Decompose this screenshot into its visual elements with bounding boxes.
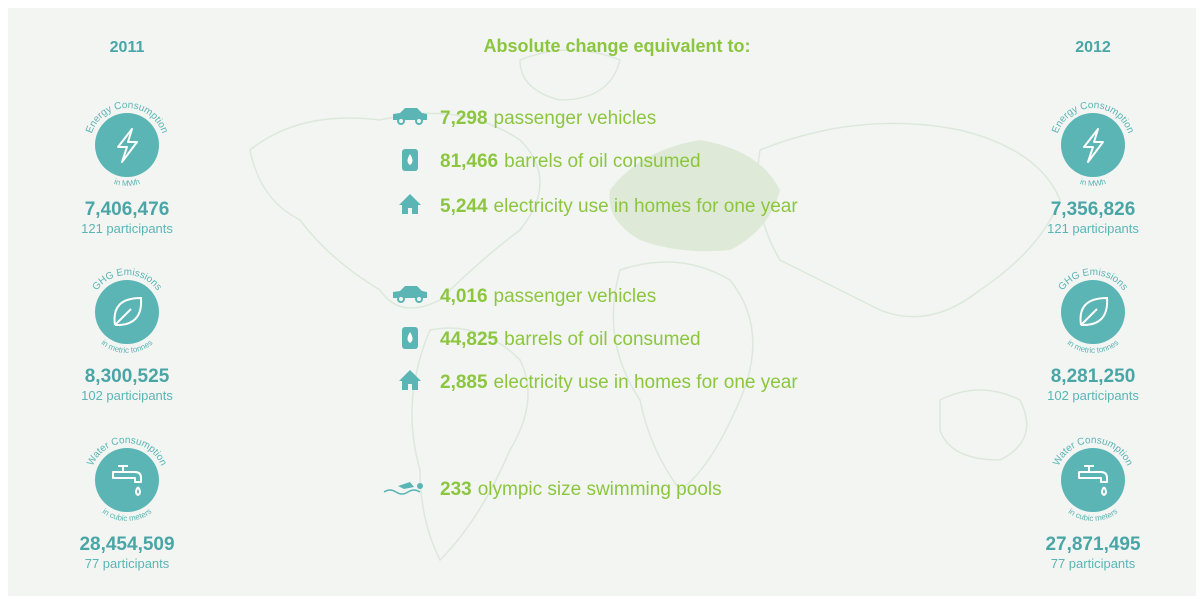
metric-circle bbox=[95, 448, 159, 512]
equivalent-label: passenger vehicles bbox=[494, 286, 657, 307]
equivalent-text: 233 olympic size swimming pools bbox=[440, 479, 722, 500]
map-south-america bbox=[411, 327, 529, 562]
icon-faucet bbox=[112, 465, 142, 496]
metric-circle bbox=[1061, 448, 1125, 512]
equivalent-row: 7,298 passenger vehicles bbox=[393, 108, 656, 129]
world-map bbox=[249, 49, 1061, 562]
equivalent-value: 44,825 bbox=[440, 329, 499, 350]
equivalent-text: 5,244 electricity use in homes for one ye… bbox=[440, 196, 798, 217]
map-africa bbox=[612, 261, 754, 492]
equivalent-value: 5,244 bbox=[440, 196, 488, 217]
icon-leaf bbox=[1079, 296, 1109, 327]
year-left: 2011 bbox=[110, 39, 145, 56]
equivalent-text: 7,298 passenger vehicles bbox=[440, 108, 656, 129]
metric-value: 8,300,525 bbox=[85, 366, 170, 387]
metric-participants: 102 participants bbox=[1047, 388, 1139, 403]
title: Absolute change equivalent to: bbox=[483, 36, 750, 56]
equivalent-text: 81,466 barrels of oil consumed bbox=[440, 151, 701, 172]
icon-car-wheel bbox=[397, 117, 405, 125]
icon-leaf bbox=[113, 296, 143, 327]
equivalent-text: 44,825 barrels of oil consumed bbox=[440, 329, 701, 350]
equivalent-label: electricity use in homes for one year bbox=[494, 372, 799, 393]
metric-value: 28,454,509 bbox=[79, 534, 174, 555]
metric-participants: 121 participants bbox=[1047, 221, 1139, 236]
metric-value: 7,356,826 bbox=[1051, 199, 1136, 220]
metric-participants: 121 participants bbox=[81, 221, 173, 236]
icon-faucet bbox=[1078, 465, 1108, 496]
icon-water bbox=[383, 489, 421, 495]
equivalent-value: 233 bbox=[440, 479, 472, 500]
metric-participants: 77 participants bbox=[1051, 556, 1136, 571]
map-asia bbox=[756, 122, 1061, 318]
equivalent-text: 2,885 electricity use in homes for one ye… bbox=[440, 372, 798, 393]
icon-car bbox=[393, 286, 427, 298]
metric-participants: 102 participants bbox=[81, 388, 173, 403]
equivalent-value: 4,016 bbox=[440, 286, 488, 307]
equivalent-row: 5,244 electricity use in homes for one ye… bbox=[399, 194, 798, 217]
icon-house bbox=[399, 370, 421, 390]
equivalent-value: 81,466 bbox=[440, 151, 498, 172]
equivalent-row: 44,825 barrels of oil consumed bbox=[402, 327, 701, 350]
map-greenland bbox=[519, 49, 621, 101]
icon-swimmer-head bbox=[417, 483, 423, 489]
icon-lightning bbox=[1083, 128, 1104, 163]
equivalent-label: barrels of oil consumed bbox=[504, 151, 700, 172]
map-australia bbox=[939, 389, 1028, 461]
icon-house bbox=[399, 194, 421, 214]
metric-value: 7,406,476 bbox=[85, 199, 170, 220]
icon-drop bbox=[407, 154, 413, 165]
equivalent-label: barrels of oil consumed bbox=[504, 329, 700, 350]
icon-swimmer bbox=[398, 482, 414, 489]
equivalent-text: 4,016 passenger vehicles bbox=[440, 286, 656, 307]
equivalent-label: electricity use in homes for one year bbox=[494, 196, 799, 217]
equivalent-value: 7,298 bbox=[440, 108, 488, 129]
equivalent-row: 233 olympic size swimming pools bbox=[383, 479, 722, 500]
icon-car-wheel bbox=[415, 295, 423, 303]
icon-lightning bbox=[117, 128, 138, 163]
metric-unit: in MWh bbox=[1079, 177, 1107, 188]
icon-drop bbox=[407, 332, 413, 343]
metric-participants: 77 participants bbox=[85, 556, 170, 571]
map-europe-highlight bbox=[609, 140, 780, 252]
equivalent-row: 81,466 barrels of oil consumed bbox=[402, 149, 701, 172]
equivalent-label: olympic size swimming pools bbox=[478, 479, 722, 500]
metric-unit: in MWh bbox=[113, 177, 141, 188]
equivalent-value: 2,885 bbox=[440, 372, 488, 393]
metric-unit-path: in MWh bbox=[113, 177, 141, 188]
metric-unit-path: in MWh bbox=[1079, 177, 1107, 188]
metric-value: 8,281,250 bbox=[1051, 366, 1136, 387]
map-north-america bbox=[249, 112, 541, 309]
year-right: 2012 bbox=[1075, 39, 1111, 56]
metric-value: 27,871,495 bbox=[1045, 534, 1141, 555]
equivalent-row: 4,016 passenger vehicles bbox=[393, 286, 656, 307]
equivalent-row: 2,885 electricity use in homes for one ye… bbox=[399, 370, 798, 393]
icon-car-wheel bbox=[415, 117, 423, 125]
icon-car bbox=[393, 108, 427, 120]
metric-circle bbox=[1061, 113, 1125, 177]
equivalent-label: passenger vehicles bbox=[494, 108, 657, 129]
metric-circle bbox=[95, 113, 159, 177]
background bbox=[8, 8, 1196, 596]
icon-car-wheel bbox=[397, 295, 405, 303]
